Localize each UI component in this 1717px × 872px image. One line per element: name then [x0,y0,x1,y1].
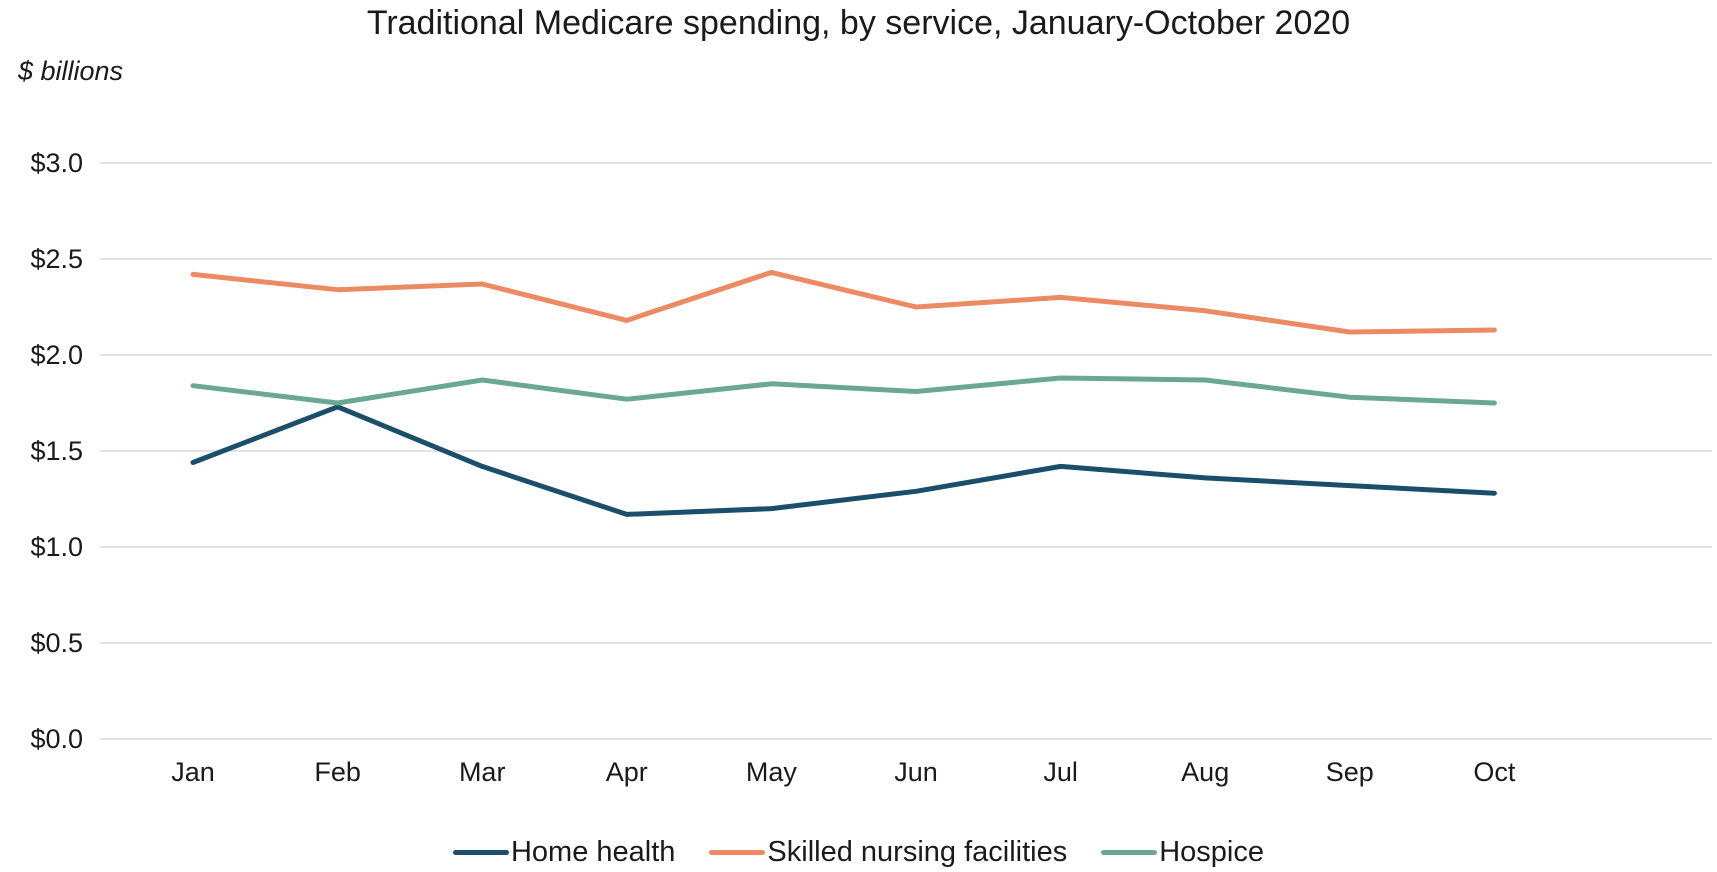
legend-label: Home health [510,836,676,868]
legend: Home health Skilled nursing facilities Hos… [0,836,1717,869]
x-tick-label: Apr [606,757,648,787]
y-tick-label: $3.0 [30,148,83,178]
x-tick-label: Jan [171,757,215,787]
y-axis-ticks: $0.0 $0.5 $1.0 $1.5 $2.0 $2.5 $3.0 [30,148,83,754]
y-tick-label: $1.0 [30,532,83,562]
x-tick-label: May [746,757,798,787]
y-tick-label: $0.0 [30,724,83,754]
x-tick-label: Aug [1181,757,1229,787]
legend-label: Skilled nursing facilities [767,836,1068,868]
series-line-skilled-nursing-facilities [190,269,1497,335]
chart-title: Traditional Medicare spending, by servic… [366,4,1351,42]
x-axis-ticks: Jan Feb Mar Apr May Jun Jul Aug Sep Oct [171,757,1516,787]
x-tick-label: Feb [314,757,361,787]
legend-swatch [709,850,766,855]
y-tick-label: $0.5 [30,628,83,658]
x-tick-label: Oct [1473,757,1516,787]
legend-item: Home health [452,836,676,869]
legend-item: Skilled nursing facilities [709,836,1067,869]
legend-swatch [1101,850,1158,855]
line-chart: $0.0 $0.5 $1.0 $1.5 $2.0 $2.5 $3.0 Jan Feb Mar Ap… [30,148,1712,787]
series-line-home-health [190,404,1497,517]
legend-swatch [452,850,509,855]
series-line-hospice [190,375,1497,406]
grid-lines [100,162,1712,740]
series-lines [190,269,1497,517]
x-tick-label: Jun [894,757,938,787]
y-tick-label: $1.5 [30,436,83,466]
y-axis-unit-label: $ billions [18,56,124,86]
y-tick-label: $2.5 [30,244,83,274]
legend-label: Hospice [1159,836,1265,868]
legend-item: Hospice [1101,836,1264,869]
x-tick-label: Mar [459,757,506,787]
x-tick-label: Jul [1043,757,1078,787]
y-tick-label: $2.0 [30,340,83,370]
x-tick-label: Sep [1326,757,1374,787]
